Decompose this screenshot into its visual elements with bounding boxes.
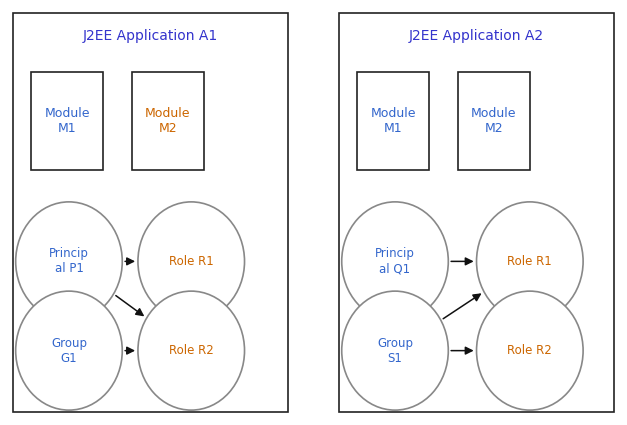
Text: Role R1: Role R1: [169, 255, 214, 268]
Text: Module
M1: Module M1: [45, 107, 90, 135]
Text: Role R2: Role R2: [169, 344, 214, 357]
FancyBboxPatch shape: [13, 13, 288, 412]
Text: J2EE Application A2: J2EE Application A2: [409, 29, 544, 43]
FancyBboxPatch shape: [31, 72, 103, 170]
Text: Role R1: Role R1: [507, 255, 552, 268]
Text: Group
G1: Group G1: [51, 337, 87, 365]
Text: J2EE Application A1: J2EE Application A1: [83, 29, 218, 43]
Ellipse shape: [342, 202, 448, 321]
Ellipse shape: [138, 291, 245, 410]
Text: Module
M2: Module M2: [145, 107, 191, 135]
FancyBboxPatch shape: [458, 72, 530, 170]
FancyBboxPatch shape: [339, 13, 614, 412]
FancyBboxPatch shape: [132, 72, 204, 170]
Ellipse shape: [342, 291, 448, 410]
FancyBboxPatch shape: [357, 72, 429, 170]
Text: Princip
al Q1: Princip al Q1: [375, 247, 415, 275]
Ellipse shape: [16, 291, 122, 410]
Ellipse shape: [477, 202, 583, 321]
Text: Module
M1: Module M1: [371, 107, 416, 135]
Text: Group
S1: Group S1: [377, 337, 413, 365]
Ellipse shape: [138, 202, 245, 321]
Text: Princip
al P1: Princip al P1: [49, 247, 89, 275]
Text: Role R2: Role R2: [507, 344, 552, 357]
Text: Module
M2: Module M2: [471, 107, 517, 135]
Ellipse shape: [16, 202, 122, 321]
Ellipse shape: [477, 291, 583, 410]
